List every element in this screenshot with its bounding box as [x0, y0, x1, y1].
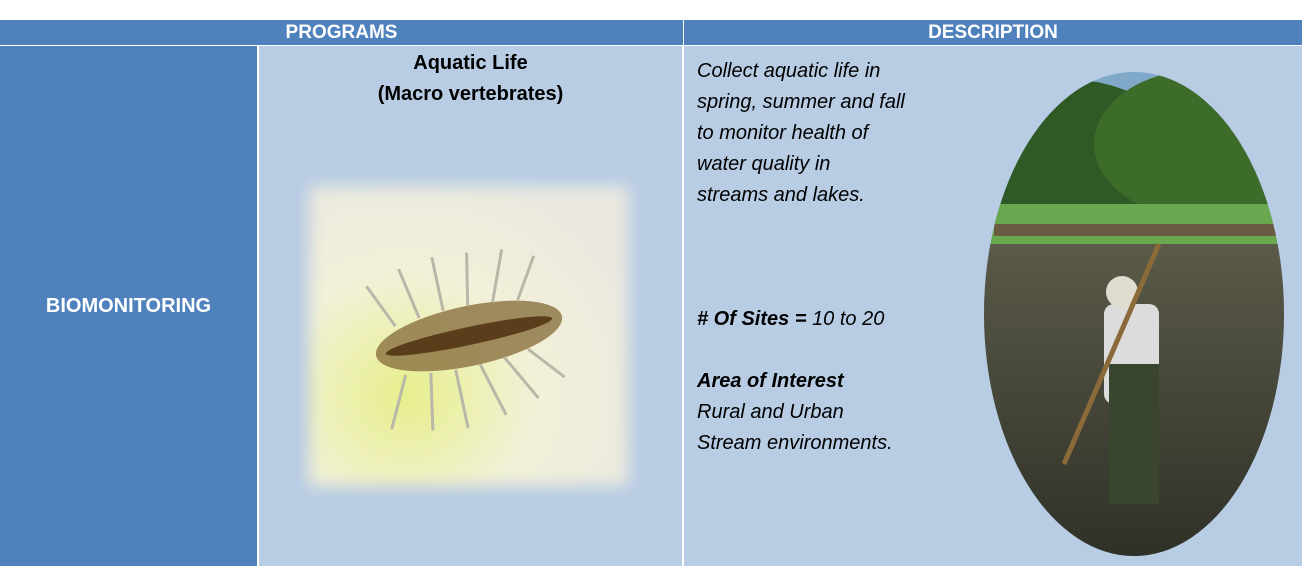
description-line: to monitor health of	[697, 118, 905, 149]
sites-value: 10 to 20	[812, 308, 884, 330]
spacer	[697, 335, 905, 366]
description-cell: Collect aquatic life in spring, summer a…	[684, 46, 1302, 566]
spacer	[697, 211, 905, 304]
sites-label: # Of Sites =	[697, 308, 807, 330]
header-cell: DESCRIPTION	[684, 20, 1302, 45]
insect-photo	[299, 176, 639, 496]
table: PROGRAMS DESCRIPTION BIOMONITORING Aquat…	[0, 0, 1302, 567]
area-line: Rural and Urban	[697, 397, 905, 428]
column-divider	[257, 46, 259, 566]
column-divider	[682, 46, 684, 566]
description-line: spring, summer and fall	[697, 87, 905, 118]
title-cell: Aquatic Life (Macro vertebrates)	[259, 46, 682, 566]
field-photo	[974, 64, 1294, 564]
description-line: Collect aquatic life in	[697, 56, 905, 87]
header-text: DESCRIPTION	[928, 22, 1058, 43]
header-text: PROGRAMS	[286, 22, 398, 43]
page-body: PROGRAMS DESCRIPTION BIOMONITORING Aquat…	[0, 0, 1302, 566]
program-title: Aquatic Life (Macro vertebrates)	[259, 48, 682, 110]
header-cell: PROGRAMS	[0, 20, 683, 45]
sites-line: # Of Sites = 10 to 20	[697, 304, 905, 335]
area-line: Stream environments.	[697, 428, 905, 459]
description: Collect aquatic life in spring, summer a…	[697, 56, 905, 459]
program-cell: BIOMONITORING	[0, 46, 257, 566]
title-line: Aquatic Life	[259, 48, 682, 79]
description-line: water quality in	[697, 149, 905, 180]
title-line: (Macro vertebrates)	[259, 79, 682, 110]
program-name: BIOMONITORING	[46, 295, 211, 318]
area-heading: Area of Interest	[697, 366, 905, 397]
description-line: streams and lakes.	[697, 180, 905, 211]
page: {"header": {"columns": ["PROGRAMS", "DES…	[0, 0, 1302, 566]
